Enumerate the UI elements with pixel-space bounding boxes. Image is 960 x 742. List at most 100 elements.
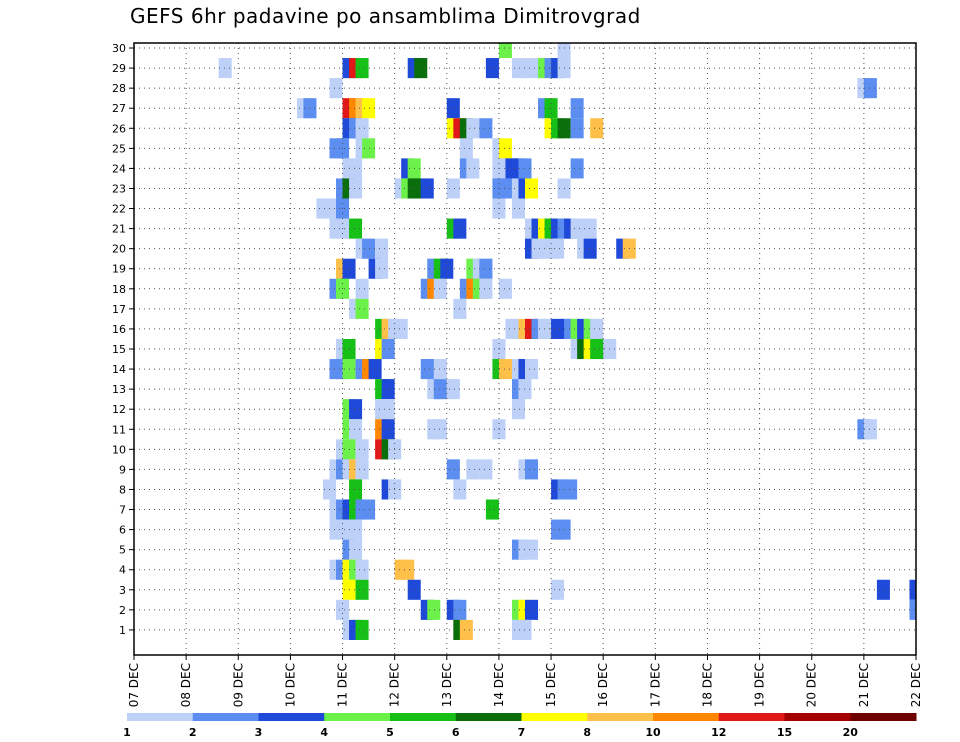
legend-swatch: [390, 713, 457, 721]
legend-swatch: [258, 713, 325, 721]
heatmap-cell: [433, 359, 447, 380]
heatmap-cell: [498, 359, 512, 380]
y-tick-label: 5: [119, 544, 126, 557]
x-tick-label: 22 DEC: [909, 663, 923, 707]
heatmap-cell: [466, 158, 480, 179]
y-tick-label: 30: [112, 42, 126, 55]
heatmap-cell: [909, 599, 916, 620]
heatmap-cell: [564, 479, 578, 500]
y-tick-label: 13: [112, 383, 126, 396]
heatmap-cell: [368, 359, 382, 380]
legend-label: 15: [777, 726, 792, 739]
heatmap-cell: [349, 539, 363, 560]
x-tick-label: 17 DEC: [648, 663, 662, 707]
color-legend: 1 2 3 4 5 6 7 8 10 12 15 20: [123, 713, 917, 739]
legend-swatch: [521, 713, 588, 721]
x-tick-label: 09 DEC: [231, 663, 245, 707]
heatmap-cell: [909, 579, 916, 600]
heatmap-cell: [525, 599, 539, 620]
legend-label: 8: [583, 726, 591, 739]
legend-label: 2: [189, 726, 197, 739]
heatmap-cell: [381, 419, 395, 440]
y-tick-label: 1: [119, 624, 126, 637]
heatmap-cell: [381, 379, 395, 400]
heatmap-cell: [355, 439, 369, 460]
heatmap-cell: [557, 43, 571, 59]
heatmap-cell: [414, 58, 428, 79]
x-tick-label: 08 DEC: [179, 663, 193, 707]
heatmap-cell: [570, 158, 584, 179]
heatmap-cell: [420, 178, 434, 199]
legend-label: 12: [711, 726, 726, 739]
heatmap-cell: [355, 58, 369, 79]
y-tick-label: 27: [112, 102, 126, 115]
heatmap-cell: [511, 399, 525, 420]
legend-swatch: [127, 713, 194, 721]
heatmap-cell: [349, 178, 363, 199]
heatmap-cell: [485, 58, 499, 79]
heatmap-cell: [525, 359, 539, 380]
heatmap-cell: [349, 218, 363, 239]
heatmap-cell: [459, 138, 473, 159]
heatmap-cell: [498, 178, 512, 199]
heatmap-cell: [498, 278, 512, 299]
heatmap-cell: [381, 399, 395, 420]
y-tick-label: 8: [119, 483, 126, 496]
legend-label: 5: [386, 726, 394, 739]
y-tick-label: 23: [112, 182, 126, 195]
y-tick-label: 20: [112, 243, 126, 256]
heatmap-cell: [316, 198, 330, 219]
legend-label: 1: [123, 726, 131, 739]
heatmap-cell: [375, 238, 389, 259]
heatmap-cell: [466, 118, 480, 139]
y-tick-label: 19: [112, 263, 126, 276]
y-axis-ticks: 1234567891011121314151617181920212223242…: [112, 42, 134, 637]
heatmap-cell: [446, 459, 460, 480]
heatmap-cell: [485, 499, 499, 520]
heatmap-cell: [355, 118, 369, 139]
heatmap-cell: [329, 78, 343, 99]
x-tick-label: 20 DEC: [805, 663, 819, 707]
legend-swatch: [653, 713, 720, 721]
y-tick-label: 9: [119, 463, 126, 476]
heatmap-cell: [479, 118, 493, 139]
heatmap-cell: [394, 318, 408, 339]
legend-swatch: [587, 713, 654, 721]
x-tick-label: 07 DEC: [127, 663, 141, 707]
legend-label: 10: [645, 726, 661, 739]
heatmap-cell: [355, 559, 369, 580]
y-tick-label: 10: [112, 443, 126, 456]
y-tick-label: 26: [112, 122, 126, 135]
heatmap-cell: [349, 419, 363, 440]
heatmap-cell: [446, 379, 460, 400]
heatmap-cell: [590, 118, 604, 139]
y-tick-label: 11: [112, 423, 126, 436]
y-tick-label: 24: [112, 162, 126, 175]
y-tick-label: 15: [112, 343, 126, 356]
heatmap-cell: [583, 238, 597, 259]
x-tick-label: 19 DEC: [753, 663, 767, 707]
heatmap-cell: [479, 459, 493, 480]
chart-title: GEFS 6hr padavine po ansamblima Dimitrov…: [130, 4, 641, 28]
y-tick-label: 6: [119, 524, 126, 537]
y-tick-label: 21: [112, 223, 126, 236]
heatmap-cell: [433, 278, 447, 299]
heatmap-cell: [355, 619, 369, 640]
y-tick-label: 17: [112, 303, 126, 316]
y-tick-label: 22: [112, 203, 126, 216]
heatmap-cell: [459, 619, 473, 640]
heatmap-cell: [349, 479, 363, 500]
x-tick-label: 15 DEC: [544, 663, 558, 707]
legend-label: 4: [320, 726, 328, 739]
legend-label: 6: [452, 726, 460, 739]
heatmap-cell: [381, 338, 395, 360]
heatmap-cell: [525, 459, 539, 480]
x-tick-label: 10 DEC: [283, 663, 297, 707]
x-tick-label: 12 DEC: [388, 663, 402, 707]
x-tick-label: 13 DEC: [440, 663, 454, 707]
y-tick-label: 18: [112, 283, 126, 296]
legend-swatch: [192, 713, 259, 721]
heatmap-cell: [362, 238, 376, 259]
legend-swatch: [455, 713, 522, 721]
